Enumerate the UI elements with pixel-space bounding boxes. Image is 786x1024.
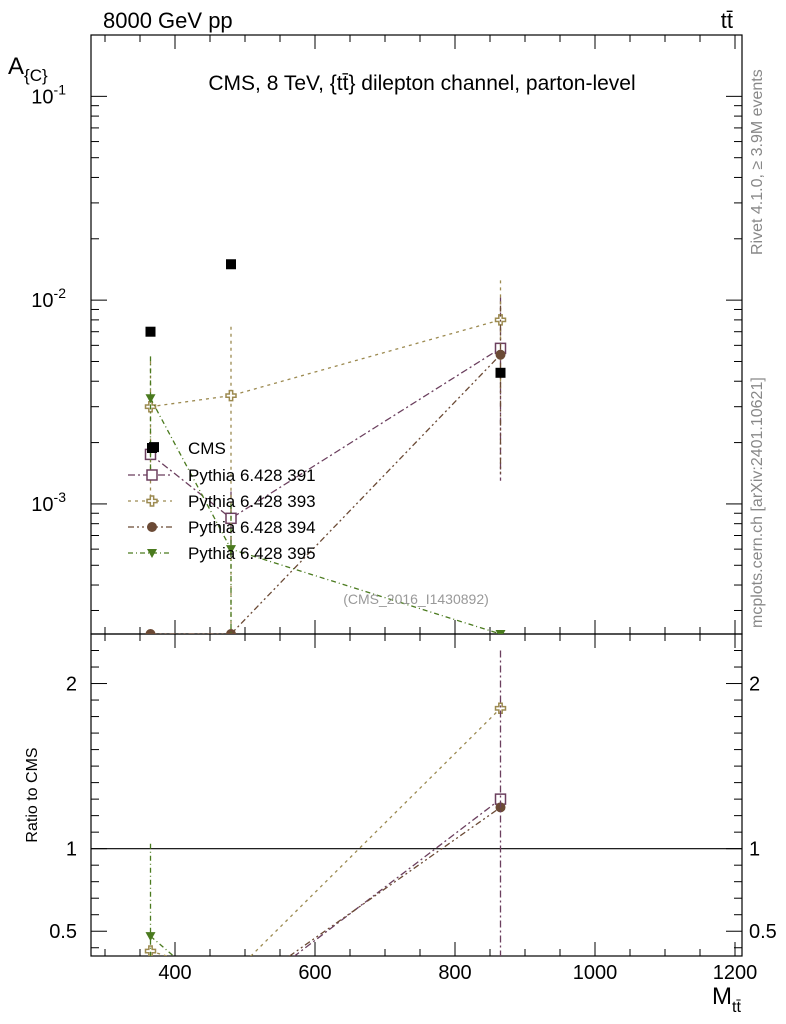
ratio-tick-label-right: 0.5 [749,921,777,943]
ratio-series-point [146,968,156,978]
legend-label: Pythia 6.428 394 [188,518,316,537]
y-tick-label: 10-3 [31,489,66,516]
ratio-tick-label: 0.5 [49,921,77,943]
ratio-series-point [496,1002,506,1011]
header-energy-label: 8000 GeV pp [103,8,233,33]
ratio-series-point [226,999,236,1009]
ratio-series-point [226,1002,236,1011]
y-axis-label: A{C} [8,53,48,85]
ratio-series-point [494,702,507,715]
x-tick-label: 800 [438,962,471,984]
ratio-series-point [144,945,157,956]
svg-text:Mtt̄: Mtt̄ [712,983,741,1016]
ratio-panel-frame [90,633,743,957]
ratio-tick-label: 2 [66,674,77,696]
chart-marks [91,259,742,1011]
ratio-series-point [146,992,156,1002]
series-point [226,545,236,555]
legend-marker-data [147,443,157,453]
legend-label: Pythia 6.428 395 [188,544,316,563]
ratio-series-point [226,992,236,1002]
data-point [495,367,506,378]
ratio-axis-label: Ratio to CMS [24,747,41,842]
legend-marker [147,549,157,558]
x-tick-label: 1000 [573,962,618,984]
data-point [226,259,236,270]
legend-marker [146,469,158,481]
series-point [495,630,506,634]
main-panel-marks [144,259,507,634]
series-line [150,319,501,408]
y-tick-label: 10-1 [31,81,66,108]
analysis-watermark: (CMS_2016_I1430892) [343,591,489,607]
svg-text:A{C}: A{C} [8,53,48,85]
chart-title: CMS, 8 TeV, {tt̄} dilepton channel, part… [208,72,635,95]
rivet-version-label: Rivet 4.1.0, ≥ 3.9M events [749,69,766,255]
x-tick-label: 1200 [713,962,758,984]
series-point [226,629,236,634]
series-line [150,347,501,520]
data-point [145,326,156,337]
chart-legend: Pythia 6.428 391 Pythia 6.428 393 Pythia 6… [128,439,316,563]
legend-label: Pythia 6.428 391 [188,466,316,485]
legend-marker [147,522,157,532]
ratio-series-line [150,707,501,956]
legend-marker [146,495,158,507]
legend-label: Pythia 6.428 393 [188,492,316,511]
ratio-panel-marks [144,650,507,1011]
ratio-tick-label: 1 [66,839,77,861]
series-point [145,394,156,404]
ratio-tick-label-right: 1 [749,839,760,861]
axis-ticks: 400 600 800 1000 1200 10-1 10-2 10-3 0.5 0.5 1 1 2 2 [31,34,777,984]
ratio-series-point [226,971,236,981]
header-process-label: tt̄ [721,8,733,33]
mcplots-label: mcplots.cern.ch [arXiv:2401.10621] [749,377,766,628]
series-point [495,349,506,360]
x-axis-label: Mtt̄ [712,983,741,1016]
ratio-tick-label-right: 2 [749,674,760,696]
series-point [225,389,237,402]
legend-label: CMS [188,439,226,458]
x-tick-label: 600 [298,962,331,984]
series-point [145,629,156,634]
y-tick-label: 10-2 [31,285,66,312]
x-tick-label: 400 [158,962,191,984]
ratio-series-line [288,806,501,956]
